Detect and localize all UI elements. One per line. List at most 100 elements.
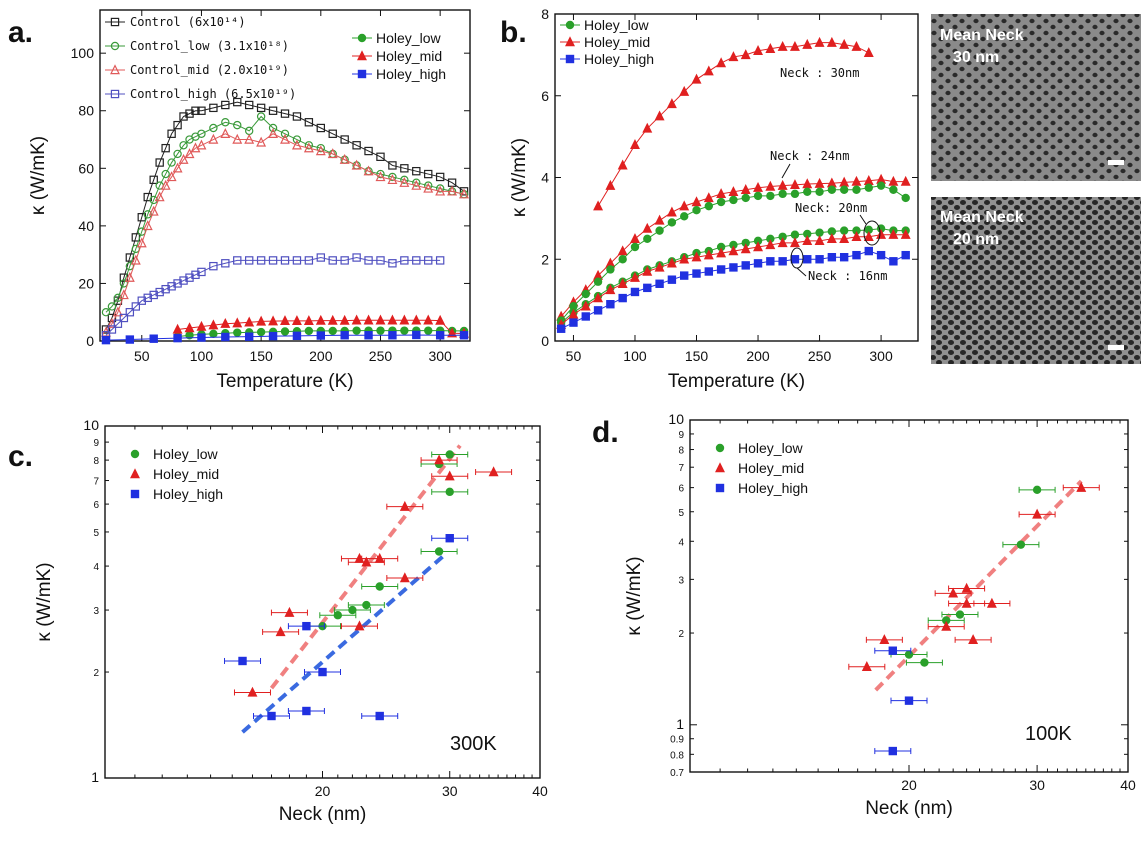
data-point — [112, 306, 123, 317]
data-point — [445, 450, 454, 459]
y-tick-label: 9 — [678, 430, 684, 441]
data-point — [1032, 508, 1043, 519]
y-tick-label: 7 — [678, 463, 684, 474]
data-point — [363, 165, 374, 176]
data-point — [704, 201, 714, 211]
data-point — [904, 650, 914, 659]
data-point — [741, 193, 750, 203]
data-point — [361, 556, 372, 567]
data-point — [728, 51, 739, 62]
data-point — [412, 166, 421, 176]
data-point — [173, 279, 182, 288]
sem-image-30nm — [931, 14, 1141, 181]
data-point — [166, 171, 177, 182]
y-tick-label: 40 — [78, 218, 94, 234]
data-point — [221, 259, 230, 268]
data-point — [292, 331, 302, 341]
data-point — [291, 315, 302, 326]
data-point — [568, 308, 579, 319]
legend-label: Holey_low — [584, 17, 649, 33]
legend-marker — [130, 489, 140, 499]
data-point — [556, 324, 566, 333]
data-point — [445, 487, 454, 497]
data-point — [268, 315, 279, 326]
y-tick-label: 80 — [78, 103, 94, 119]
x-tick-label: 30 — [442, 783, 458, 799]
data-point — [304, 256, 314, 265]
data-point — [617, 278, 628, 288]
data-point — [679, 200, 690, 211]
x-tick-label: 40 — [1120, 777, 1136, 793]
data-point — [352, 253, 361, 262]
data-point — [387, 174, 398, 185]
data-point — [666, 98, 677, 109]
data-point — [119, 313, 129, 323]
data-point — [292, 135, 302, 144]
data-point — [704, 267, 714, 276]
x-tick-label: 50 — [566, 348, 582, 364]
data-point — [777, 179, 788, 190]
data-point — [364, 256, 373, 265]
data-point — [1016, 540, 1026, 549]
y-tick-label: 2 — [541, 251, 549, 267]
data-point — [654, 110, 665, 121]
data-point — [233, 328, 242, 337]
data-point — [606, 265, 615, 274]
legend-label: Holey_high — [738, 480, 808, 496]
x-tick-label: 300 — [428, 348, 452, 364]
y-tick-label: 4 — [678, 537, 684, 548]
panel-label-b: b. — [500, 16, 527, 49]
data-point — [280, 327, 290, 336]
series-line — [105, 133, 465, 333]
y-tick-label: 6 — [678, 484, 684, 495]
data-point — [124, 271, 135, 282]
fit-line — [874, 479, 1083, 692]
data-point — [852, 185, 861, 194]
data-point — [388, 161, 397, 170]
data-point — [900, 228, 911, 239]
data-point — [172, 162, 183, 173]
data-point — [703, 65, 714, 76]
data-point — [352, 326, 361, 335]
legend-label: Holey_mid — [584, 34, 650, 50]
data-point — [618, 293, 627, 303]
data-point — [435, 331, 445, 340]
data-point — [130, 254, 141, 265]
data-point — [136, 237, 147, 248]
data-point — [388, 331, 397, 340]
data-point — [275, 626, 286, 637]
data-point — [292, 112, 302, 121]
legend-label: Holey_high — [376, 66, 446, 82]
series-holey-mid-1 — [848, 481, 1100, 671]
annotation-arrow — [781, 163, 791, 179]
data-point — [280, 315, 290, 326]
data-point — [316, 123, 326, 133]
legend-label: Control (6x10¹⁴) — [130, 15, 246, 29]
data-point — [802, 235, 813, 246]
y-tick-label: 10 — [83, 417, 99, 433]
data-point — [209, 329, 218, 339]
data-point — [161, 169, 170, 179]
data-point — [827, 185, 837, 194]
data-point — [435, 184, 445, 193]
data-point — [179, 141, 188, 150]
data-point — [435, 256, 445, 265]
data-point — [827, 253, 837, 262]
y-axis-label: κ (W/mK) — [28, 136, 49, 215]
data-point — [173, 120, 182, 130]
data-point — [351, 314, 362, 325]
data-point — [766, 257, 775, 266]
x-tick-label: 150 — [685, 348, 709, 364]
data-point — [901, 250, 910, 260]
data-point — [803, 255, 812, 264]
data-point — [233, 97, 242, 107]
data-point — [716, 265, 726, 274]
series-control-mid-2-0x10-2 — [100, 128, 470, 337]
data-point — [284, 606, 295, 617]
data-point — [388, 259, 397, 268]
y-tick-label: 0.9 — [670, 735, 684, 746]
data-point — [642, 122, 653, 133]
y-tick-label: 20 — [78, 275, 94, 291]
sem-scale-bar-20 — [1108, 345, 1124, 350]
series-holey-mid-4 — [556, 228, 911, 329]
